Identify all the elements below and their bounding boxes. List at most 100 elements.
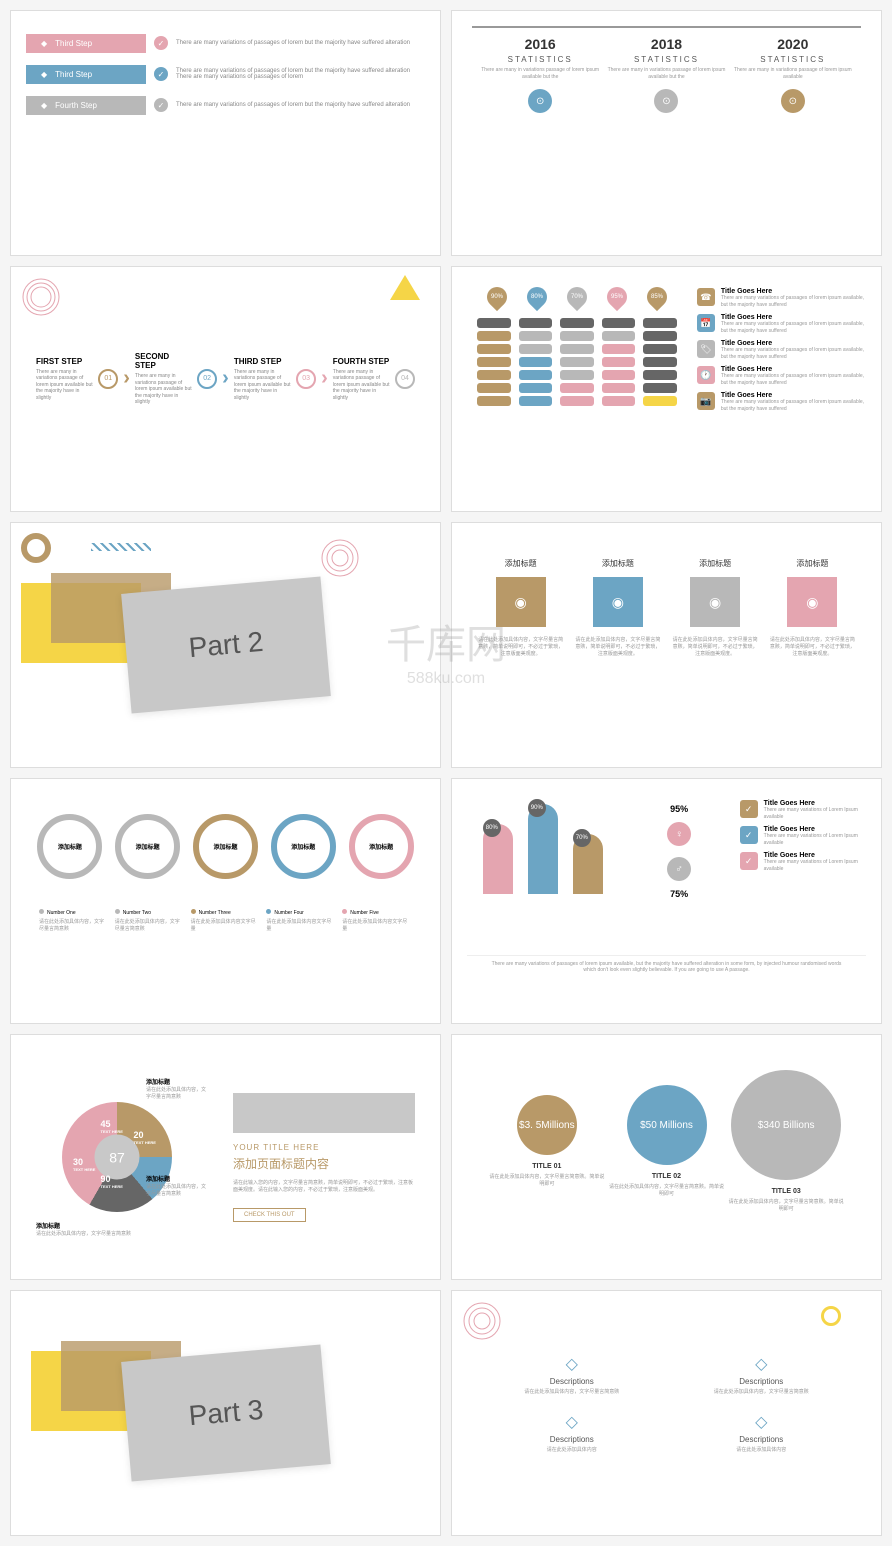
legend-item: Number Three请在此处添加具体内容文字尽量 bbox=[188, 909, 264, 932]
info-icon: 🕐 bbox=[697, 366, 715, 384]
bubble-desc: 请在此处添加具体内容，文字尽量言简意赅。简单说明即可 bbox=[607, 1183, 727, 1197]
slide-part3: Part 3 bbox=[10, 1290, 441, 1536]
label-desc: 请在此处添加具体内容，文字尽量言简意赅 bbox=[146, 1183, 208, 1197]
circle-title: 添加标题 bbox=[291, 842, 315, 851]
yellow-ring bbox=[821, 1306, 841, 1326]
timeline-line bbox=[472, 26, 861, 28]
arrow-desc: There are many variations of passages of… bbox=[176, 40, 425, 46]
circle-item: 添加标题 bbox=[271, 814, 336, 879]
top-percent: 95% bbox=[629, 804, 730, 814]
step-title: FIRST STEP bbox=[36, 357, 93, 366]
info-icon: 📅 bbox=[697, 314, 715, 332]
stat-label: STATISTICS bbox=[730, 55, 856, 64]
puzzle-item: 添加标题 ◉ 请在此处添加具体内容，文字尽量言简意赅，简单说明即可，不必过于繁琐… bbox=[477, 558, 564, 658]
step-item: THIRD STEP There are many in variations … bbox=[234, 357, 291, 402]
step-icon: ◆ bbox=[41, 39, 47, 48]
slide-pie: 87 45TEXT HERE20TEXT HERE30TEXT HERE90TE… bbox=[10, 1034, 441, 1280]
timeline-item: 2018 STATISTICS There are many in variat… bbox=[603, 36, 729, 127]
marker-value: 70% bbox=[571, 294, 583, 300]
bar-segment bbox=[477, 331, 511, 341]
bar-segment bbox=[560, 318, 594, 328]
gender-icon: ♂ bbox=[667, 857, 691, 881]
chevron-icon: › bbox=[321, 367, 328, 390]
bar-segment bbox=[643, 331, 677, 341]
step-desc: There are many in variations passage of … bbox=[234, 369, 291, 402]
info-item: ✓ Title Goes HereThere are many variatio… bbox=[740, 826, 866, 846]
desc-title: Descriptions bbox=[676, 1377, 847, 1386]
legend-label: Number Four bbox=[274, 910, 303, 916]
bar-segment bbox=[560, 331, 594, 341]
info-icon: 📷 bbox=[697, 392, 715, 410]
legend-desc: 请在此处添加具体内容文字尽量 bbox=[191, 918, 261, 932]
chevron-icon: › bbox=[222, 367, 229, 390]
info-title: Title Goes Here bbox=[721, 288, 866, 295]
bar-segment bbox=[519, 396, 553, 406]
info-item: 📅 Title Goes HereThere are many variatio… bbox=[697, 314, 866, 334]
desc-text: 请在此处添加具体内容 bbox=[486, 1447, 657, 1454]
bar-segment bbox=[519, 370, 553, 380]
bubble-circle: $50 Millions bbox=[627, 1085, 707, 1165]
slide-puzzles: 添加标题 ◉ 请在此处添加具体内容，文字尽量言简意赅，简单说明即可，不必过于繁琐… bbox=[451, 522, 882, 768]
bubble-circle: $340 Billions bbox=[731, 1070, 841, 1180]
arrow-desc: There are many variations of passages of… bbox=[176, 102, 425, 108]
slide-descriptions: ◇ Descriptions 请在此处添加具体内容，文字尽量言简意赅 ◇ Des… bbox=[451, 1290, 882, 1536]
circle-title: 添加标题 bbox=[136, 842, 160, 851]
pie-label: 添加标题请在此处添加具体内容，文字尽量言简意赅 bbox=[146, 1174, 208, 1197]
circles-decoration bbox=[320, 538, 360, 578]
bar-column bbox=[477, 318, 511, 406]
bar-segment bbox=[477, 396, 511, 406]
puzzle-icon: ◉ bbox=[690, 577, 740, 627]
puzzle-item: 添加标题 ◉ 请在此处添加具体内容，文字尽量言简意赅，简单说明即可，不必过于繁琐… bbox=[672, 558, 759, 658]
desc-title: Descriptions bbox=[676, 1435, 847, 1444]
step-item: SECOND STEP There are many in variations… bbox=[135, 352, 192, 406]
bar-segment bbox=[602, 370, 636, 380]
circles-decoration bbox=[462, 1301, 502, 1341]
marker-value: 90% bbox=[491, 294, 503, 300]
check-icon: ✓ bbox=[154, 36, 168, 50]
info-item: 📷 Title Goes HereThere are many variatio… bbox=[697, 392, 866, 412]
desc-icon: ◇ bbox=[676, 1412, 847, 1432]
check-icon: ✓ bbox=[154, 67, 168, 81]
bar-segment bbox=[643, 370, 677, 380]
timeline-item: 2016 STATISTICS There are many in variat… bbox=[477, 36, 603, 127]
pie-slice-label: 45TEXT HERE bbox=[101, 1119, 123, 1134]
step-number: 04 bbox=[395, 369, 415, 389]
legend-label: Number Two bbox=[123, 910, 151, 916]
check-button[interactable]: CHECK THIS OUT bbox=[233, 1208, 306, 1222]
desc-title: Descriptions bbox=[486, 1435, 657, 1444]
puzzle-title: 添加标题 bbox=[574, 558, 661, 569]
step-desc: There are many in variations passage of … bbox=[333, 369, 390, 402]
legend-dot bbox=[39, 909, 44, 914]
circle-decoration bbox=[21, 277, 61, 322]
check-icon: ✓ bbox=[740, 852, 758, 870]
label-desc: 请在此处添加具体内容，文字尽量言简意赅 bbox=[36, 1230, 131, 1237]
slide-circles: 添加标题添加标题添加标题添加标题添加标题 Number One请在此处添加具体内… bbox=[10, 778, 441, 1024]
circle-item: 添加标题 bbox=[37, 814, 102, 879]
stat-desc: There are many in variations passage of … bbox=[603, 67, 729, 81]
puzzle-item: 添加标题 ◉ 请在此处添加具体内容，文字尽量言简意赅，简单说明即可，不必过于繁琐… bbox=[574, 558, 661, 658]
bubble-title: TITLE 03 bbox=[726, 1188, 846, 1195]
desc-item: ◇ Descriptions 请在此处添加具体内容 bbox=[486, 1412, 657, 1454]
legend-item: Number Two请在此处添加具体内容，文字尽量言简意赅 bbox=[112, 909, 188, 932]
info-title: Title Goes Here bbox=[721, 314, 866, 321]
bar-column bbox=[602, 318, 636, 406]
puzzle-icon: ◉ bbox=[496, 577, 546, 627]
arrow-step: ◆Third Step ✓ There are many variations … bbox=[26, 60, 425, 88]
info-title: Title Goes Here bbox=[721, 340, 866, 347]
chevron-icon: › bbox=[123, 367, 130, 390]
bar-column bbox=[519, 318, 553, 406]
bar-column bbox=[643, 318, 677, 406]
step-desc: There are many in variations passage of … bbox=[36, 369, 93, 402]
puzzle-desc: 请在此处添加具体内容，文字尽量言简意赅，简单说明即可，不必过于繁琐，注意版面美观… bbox=[477, 637, 564, 658]
info-item: 🏷 Title Goes HereThere are many variatio… bbox=[697, 340, 866, 360]
right-subtitle: 添加页面标题内容 bbox=[233, 1155, 415, 1172]
bar-segment bbox=[560, 357, 594, 367]
info-desc: There are many variations of Lorem Ipsum… bbox=[764, 833, 866, 846]
step-number: 03 bbox=[296, 369, 316, 389]
step-title: FOURTH STEP bbox=[333, 357, 390, 366]
info-icon: ☎ bbox=[697, 288, 715, 306]
puzzle-item: 添加标题 ◉ 请在此处添加具体内容，文字尽量言简意赅，简单说明即可，不必过于繁琐… bbox=[769, 558, 856, 658]
info-title: Title Goes Here bbox=[764, 826, 866, 833]
pie-slice-label: 30TEXT HERE bbox=[73, 1157, 95, 1172]
pin-icon: ⊙ bbox=[781, 89, 805, 119]
